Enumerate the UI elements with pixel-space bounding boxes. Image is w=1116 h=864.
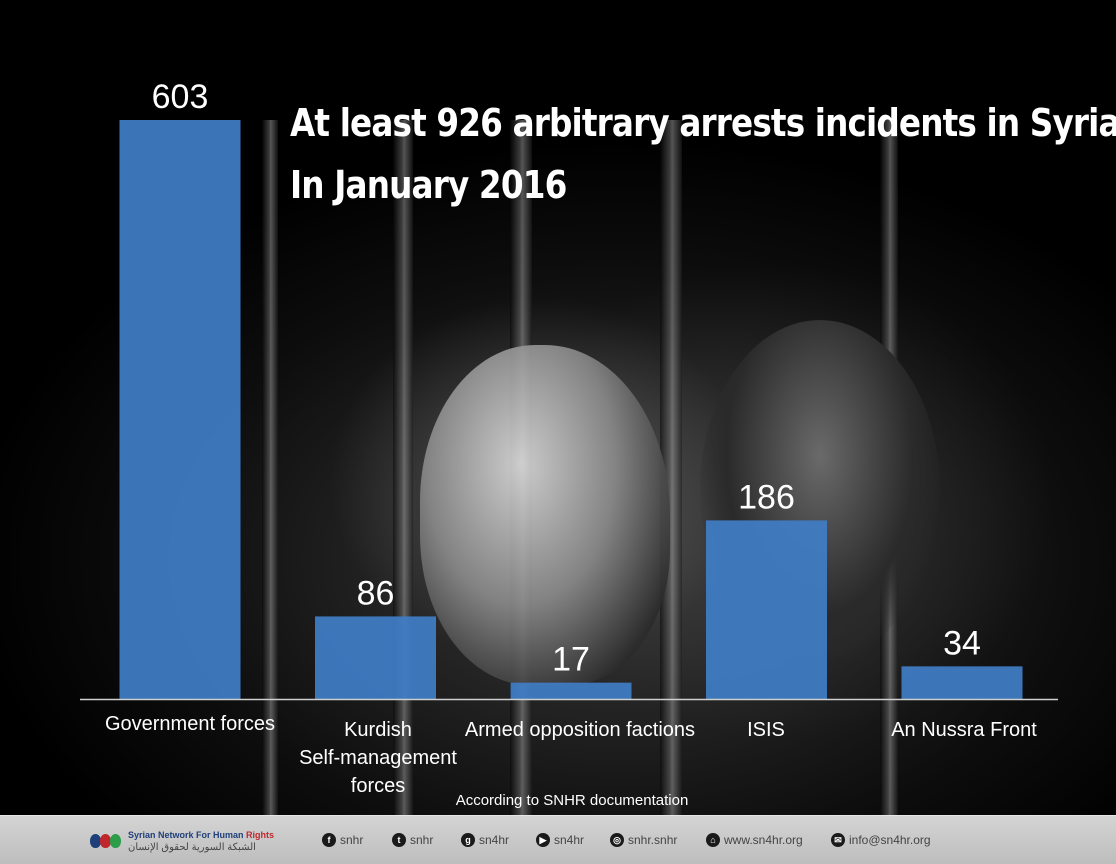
- prison-bar: [262, 120, 278, 815]
- logo-figure-icon: [100, 834, 111, 848]
- contact-youtube[interactable]: ▶ sn4hr: [536, 833, 584, 847]
- category-label: Government forces: [105, 713, 275, 735]
- prison-bar: [660, 120, 682, 815]
- contact-text: www.sn4hr.org: [724, 833, 803, 847]
- data-label: 34: [943, 624, 981, 662]
- contact-email[interactable]: ✉ info@sn4hr.org: [831, 833, 931, 847]
- contact-google-plus[interactable]: g sn4hr: [461, 833, 509, 847]
- contact-instagram[interactable]: ◎ snhr.snhr: [610, 833, 677, 847]
- contact-text: sn4hr: [479, 833, 510, 847]
- data-label: 603: [152, 78, 209, 116]
- contact-text: info@sn4hr.org: [849, 833, 931, 847]
- bar-chart: 603 Government forces 86 Kurdish Self-manage…: [80, 78, 1058, 797]
- bar: [315, 616, 436, 699]
- logo-name: Syrian Network For Human Rights: [128, 830, 275, 840]
- contact-twitter[interactable]: t snhr: [392, 833, 433, 847]
- bar: [706, 520, 827, 699]
- category-label: Kurdish Self-management forces: [299, 719, 457, 797]
- data-label: 17: [552, 641, 590, 679]
- twitter-icon: t: [392, 833, 406, 847]
- instagram-icon: ◎: [610, 833, 624, 847]
- contact-text: snhr.snhr: [628, 833, 678, 847]
- bar: [901, 666, 1023, 699]
- contact-text: sn4hr: [554, 833, 585, 847]
- contact-home[interactable]: ⌂ www.sn4hr.org: [706, 833, 803, 847]
- contact-text: snhr: [410, 833, 434, 847]
- category-label: Armed opposition factions: [465, 719, 695, 741]
- contact-text: snhr: [340, 833, 364, 847]
- hand-image: [420, 345, 670, 685]
- home-icon: ⌂: [706, 833, 720, 847]
- category-label: An Nussra Front: [891, 719, 1037, 741]
- data-label: 186: [738, 478, 795, 516]
- chart-title: At least 926 arbitrary arrests incidents…: [290, 92, 1116, 216]
- data-label: 86: [357, 574, 395, 612]
- category-label: ISIS: [747, 719, 785, 741]
- facebook-icon: f: [322, 833, 336, 847]
- snhr-logo: Syrian Network For Human Rights الشبكة ا…: [88, 824, 274, 858]
- bar: [119, 120, 241, 699]
- source-note: According to SNHR documentation: [455, 792, 689, 809]
- google-plus-icon: g: [461, 833, 475, 847]
- email-icon: ✉: [831, 833, 845, 847]
- title-line: In January 2016: [290, 163, 567, 207]
- footer-bar: Syrian Network For Human Rights الشبكة ا…: [0, 815, 1116, 864]
- contact-facebook[interactable]: f snhr: [322, 833, 363, 847]
- logo-name-arabic: الشبكة السورية لحقوق الإنسان: [128, 842, 256, 853]
- bar: [510, 682, 632, 699]
- logo-figure-icon: [110, 834, 121, 848]
- logo-figure-icon: [90, 834, 101, 848]
- title-line: At least 926 arbitrary arrests incidents…: [290, 101, 1116, 145]
- youtube-icon: ▶: [536, 833, 550, 847]
